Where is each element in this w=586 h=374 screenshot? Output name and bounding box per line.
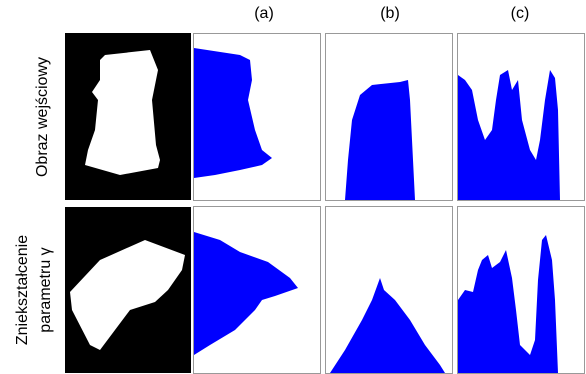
column-label: (c) [511,5,530,22]
figure: (a) (b) (c) Obraz wejściowy Zniekształce… [0,0,586,374]
page: (a) (b) (c) Obraz wejściowy Zniekształce… [0,0,586,374]
column-label: (b) [380,5,400,22]
row-label: parametru γ [37,247,54,332]
row-label: Obraz wejściowy [34,57,51,177]
column-label: (a) [254,5,274,22]
row-label: Zniekształcenie [14,235,31,345]
